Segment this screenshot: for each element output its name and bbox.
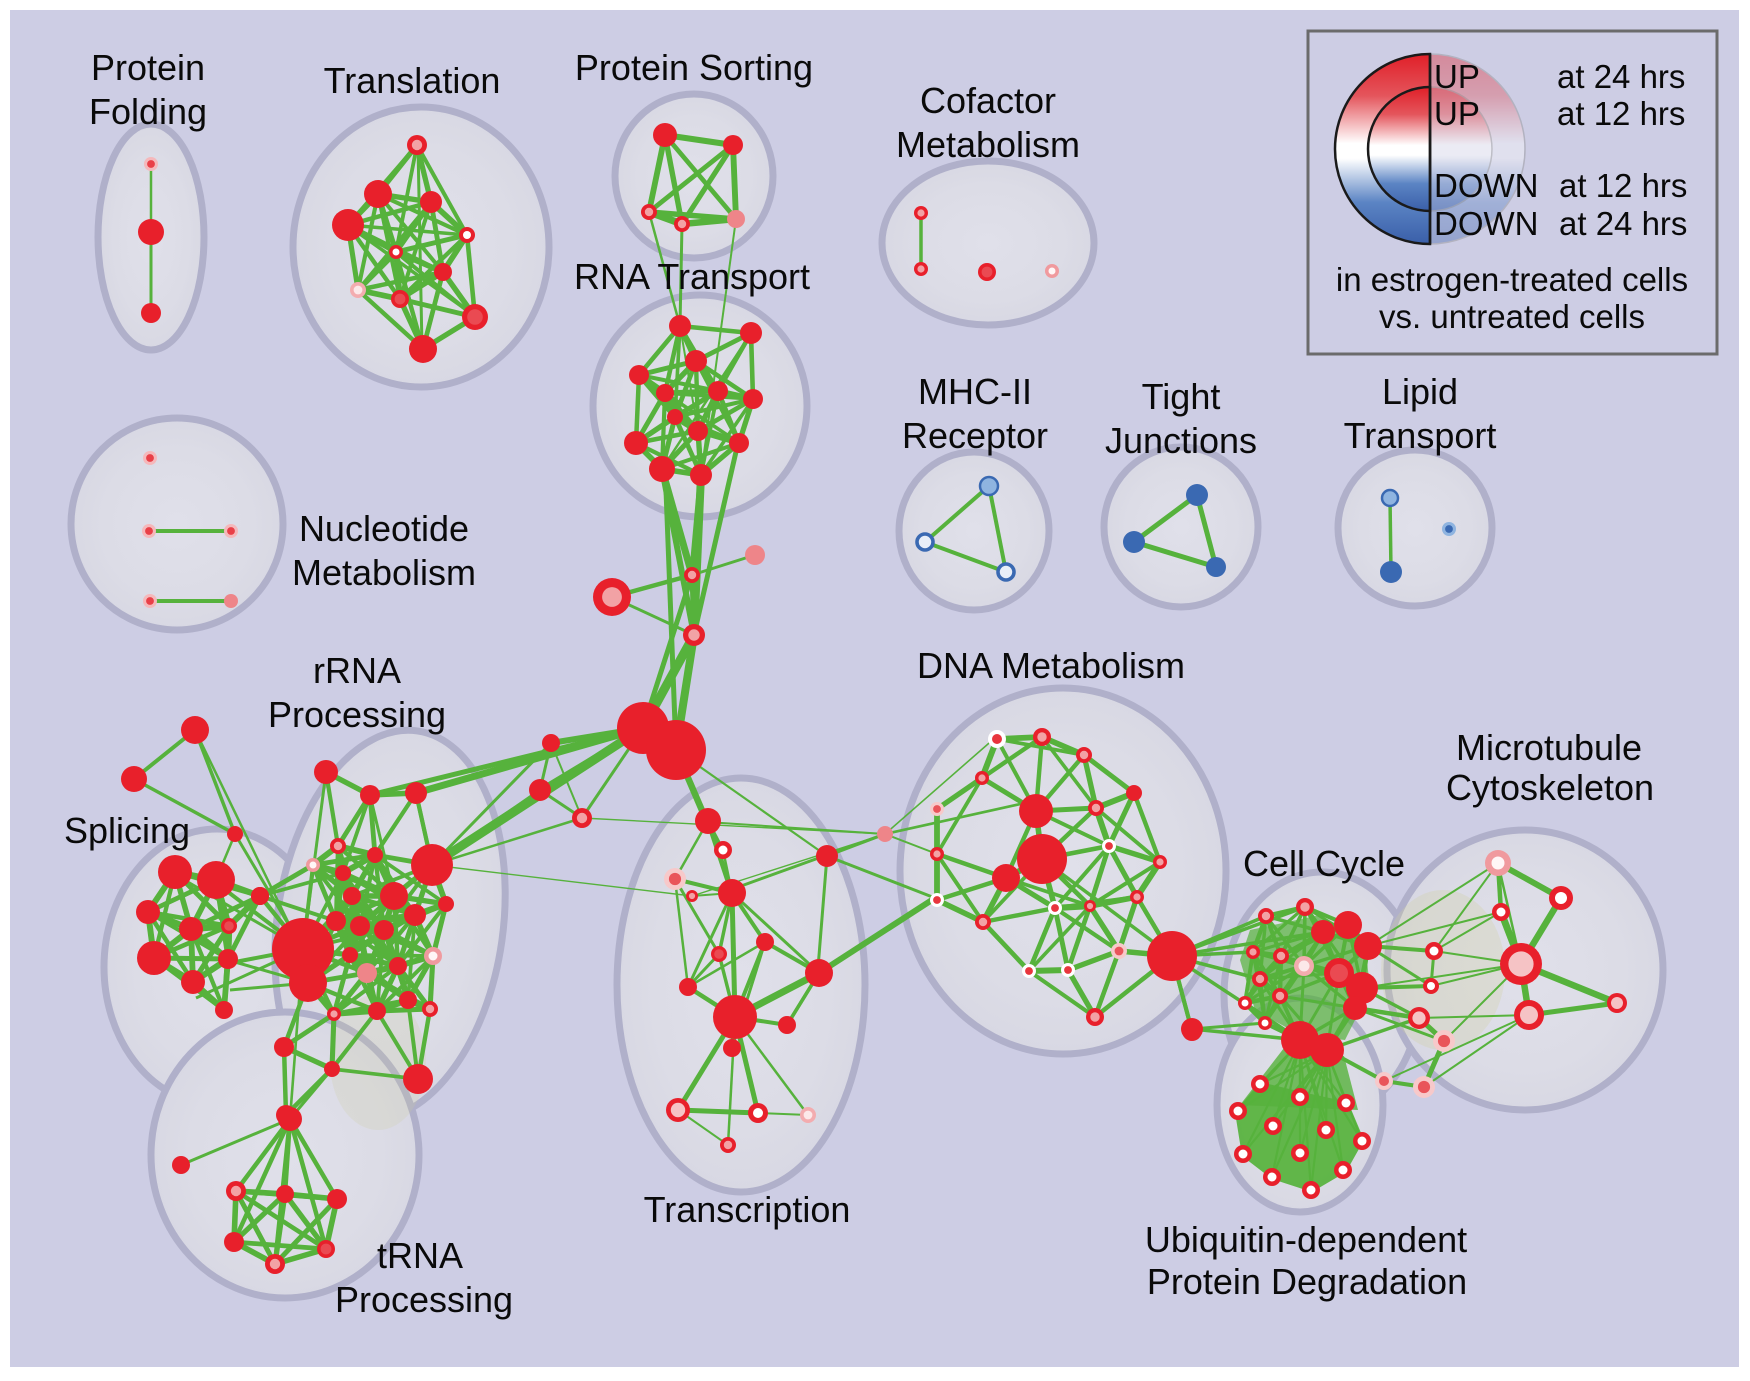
svg-text:Folding: Folding: [89, 91, 207, 132]
svg-text:at 12 hrs: at 12 hrs: [1559, 167, 1687, 204]
svg-text:rRNA: rRNA: [313, 650, 401, 691]
svg-text:in estrogen-treated cells: in estrogen-treated cells: [1336, 261, 1688, 298]
svg-text:Cell Cycle: Cell Cycle: [1243, 843, 1405, 884]
svg-text:Transport: Transport: [1344, 415, 1497, 456]
svg-text:Processing: Processing: [335, 1279, 513, 1320]
svg-text:RNA Transport: RNA Transport: [574, 256, 810, 297]
svg-text:Junctions: Junctions: [1105, 420, 1257, 461]
svg-text:Cytoskeleton: Cytoskeleton: [1446, 767, 1654, 808]
svg-text:at 24 hrs: at 24 hrs: [1557, 58, 1685, 95]
svg-text:at 12 hrs: at 12 hrs: [1557, 95, 1685, 132]
svg-text:Processing: Processing: [268, 694, 446, 735]
svg-text:Cofactor: Cofactor: [920, 80, 1056, 121]
svg-text:Metabolism: Metabolism: [292, 552, 476, 593]
svg-text:at 24 hrs: at 24 hrs: [1559, 205, 1687, 242]
svg-text:tRNA: tRNA: [377, 1235, 463, 1276]
svg-text:DOWN: DOWN: [1434, 205, 1538, 242]
svg-text:Splicing: Splicing: [64, 810, 190, 851]
svg-text:Protein: Protein: [91, 47, 205, 88]
svg-text:Protein Degradation: Protein Degradation: [1147, 1261, 1467, 1302]
svg-text:Lipid: Lipid: [1382, 371, 1458, 412]
svg-text:Metabolism: Metabolism: [896, 124, 1080, 165]
svg-text:Microtubule: Microtubule: [1456, 727, 1642, 768]
svg-text:Nucleotide: Nucleotide: [299, 508, 469, 549]
svg-text:Tight: Tight: [1142, 376, 1221, 417]
svg-text:Transcription: Transcription: [644, 1189, 851, 1230]
svg-text:Protein Sorting: Protein Sorting: [575, 47, 813, 88]
svg-text:UP: UP: [1434, 95, 1480, 132]
svg-text:Translation: Translation: [324, 60, 501, 101]
svg-text:DNA Metabolism: DNA Metabolism: [917, 645, 1185, 686]
svg-text:UP: UP: [1434, 58, 1480, 95]
svg-text:DOWN: DOWN: [1434, 167, 1538, 204]
svg-text:Receptor: Receptor: [902, 415, 1048, 456]
svg-text:vs. untreated cells: vs. untreated cells: [1379, 298, 1645, 335]
svg-text:Ubiquitin-dependent: Ubiquitin-dependent: [1145, 1219, 1467, 1260]
svg-text:MHC-II: MHC-II: [918, 371, 1032, 412]
